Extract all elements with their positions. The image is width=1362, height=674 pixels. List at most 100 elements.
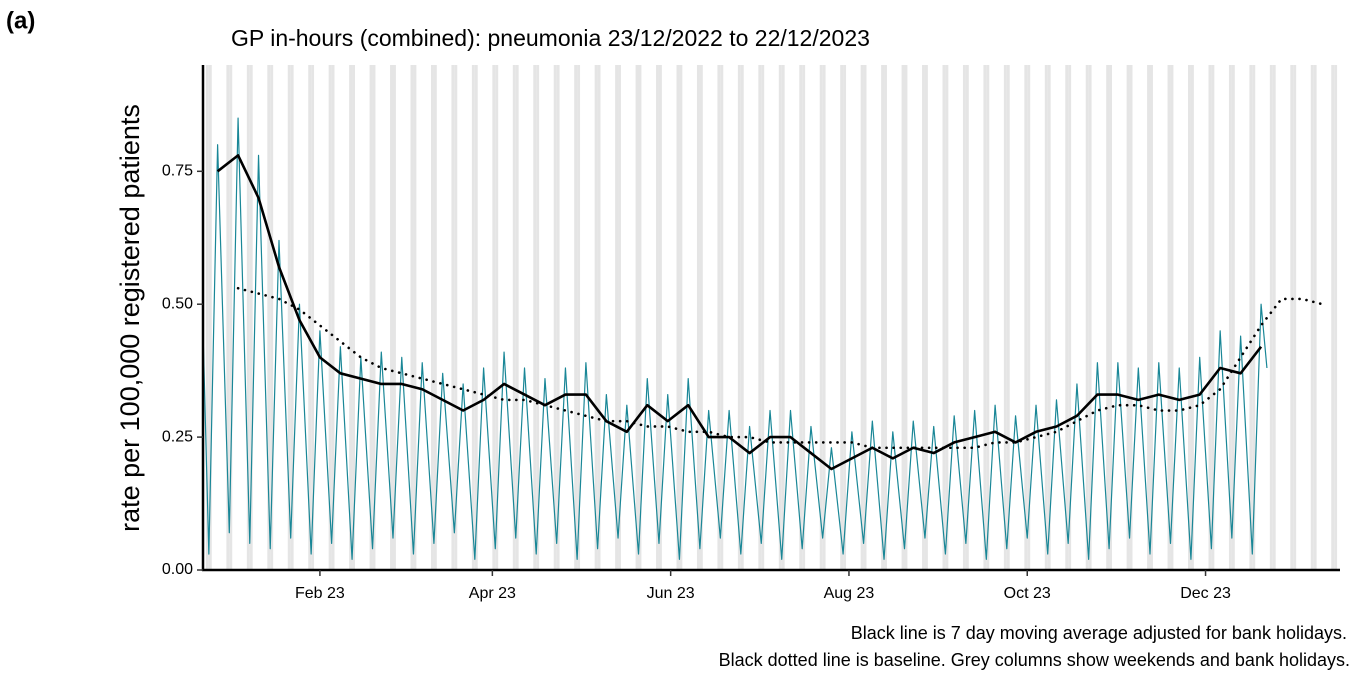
weekend-column [1310,65,1314,570]
weekend-column [553,65,557,570]
panel-label: (a) [6,7,35,34]
weekend-column [556,65,560,570]
y-tick-label: 0.25 [162,428,193,445]
weekend-column [1003,65,1007,570]
weekend-column [413,65,417,570]
weekend-column [1334,65,1338,570]
weekend-column [1106,65,1110,570]
weekend-column [410,65,414,570]
weekend-column [270,65,274,570]
weekend-column [881,65,885,570]
weekend-column [1293,65,1297,570]
weekend-column [533,65,537,570]
weekend-column [720,65,724,570]
weekend-column [860,65,864,570]
weekend-column [799,65,803,570]
weekend-column [1085,65,1089,570]
series-line [216,154,1263,471]
weekend-column [577,65,581,570]
weekend-column [1188,65,1191,570]
weekend-column [1211,65,1215,570]
weekend-column [1109,65,1113,570]
weekend-column [369,65,373,570]
weekend-column [311,65,315,570]
weekend-column [638,65,642,570]
weekend-column [761,65,765,570]
weekend-column [287,65,291,570]
weekend-column [352,65,355,570]
weekend-column [717,65,721,570]
weekend-column [819,65,823,570]
weekend-column [822,65,826,570]
weekend-column [781,65,785,570]
weekend-column [451,65,455,570]
weekend-column [983,65,987,570]
weekend-column [863,65,867,570]
weekend-column [471,65,475,570]
weekend-column [1126,65,1130,570]
weekend-column [1249,65,1253,570]
x-tick-label: Oct 23 [1004,585,1051,602]
weekend-column [679,65,683,570]
weekend-column [615,65,619,570]
weekend-column [965,65,969,570]
weekend-column [229,65,233,570]
weekend-column [1150,65,1153,570]
weekend-column [843,65,847,570]
weekend-column [696,65,700,570]
weekend-column [594,65,598,570]
weekend-column [904,65,908,570]
weekend-column [1190,65,1194,570]
weekend-column [945,65,949,570]
y-tick-label: 0.75 [162,163,193,180]
weekend-column [922,65,925,570]
weekend-column [635,65,639,570]
weekend-column [1068,65,1072,570]
weekend-column [656,65,659,570]
weekend-column [1027,65,1031,570]
weekend-column [778,65,782,570]
weekend-column [392,65,396,570]
weekend-column [699,65,703,570]
weekend-column [658,65,662,570]
x-tick-label: Jun 23 [647,585,695,602]
weekend-column [390,65,393,570]
weekend-column [884,65,887,570]
weekend-column [1065,65,1069,570]
weekend-column [1044,65,1048,570]
weekend-column [246,65,250,570]
weekend-column [1024,65,1028,570]
weekend-column [1129,65,1133,570]
weekend-column [474,65,478,570]
y-axis-label: rate per 100,000 registered patients [115,104,145,532]
weekend-column [454,65,458,570]
series-line [202,117,1268,560]
weekend-column [205,65,209,570]
weekend-column [430,65,434,570]
weekend-column [1047,65,1051,570]
weekend-column [1167,65,1171,570]
y-tick-label: 0.00 [162,561,193,578]
weekend-column [986,65,990,570]
weekend-column [597,65,601,570]
caption: Black line is 7 day moving average adjus… [851,623,1347,643]
weekend-column [328,65,332,570]
weekend-column [1088,65,1092,570]
weekend-columns [205,65,1338,570]
weekend-column [737,65,741,570]
series-line [236,286,1324,450]
lines [202,117,1324,560]
axes: 0.00 0.25 0.50 0.75 Feb 23 Apr 23 Jun 23 Aug 23… [162,65,1340,602]
weekend-column [331,65,335,570]
weekend-column [962,65,966,570]
weekend-column [1147,65,1151,570]
x-tick-label: Apr 23 [469,585,516,602]
weekend-column [536,65,540,570]
weekend-column [1208,65,1212,570]
weekend-column [226,65,230,570]
weekend-column [618,65,621,570]
weekend-column [492,65,496,570]
weekend-column [740,65,744,570]
weekend-column [495,65,499,570]
